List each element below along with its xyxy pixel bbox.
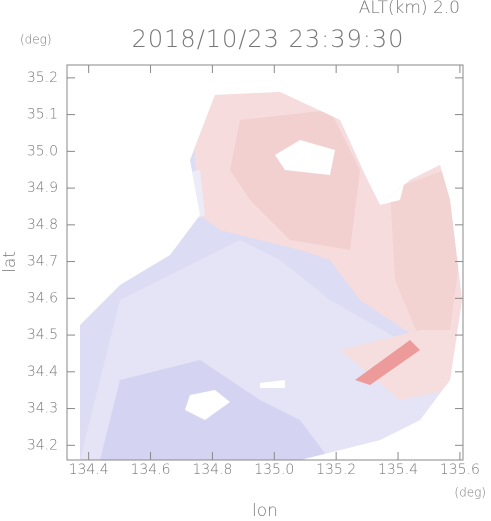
- x-unit: (deg): [454, 486, 486, 500]
- y-tick-label: 34.7: [27, 254, 58, 270]
- x-axis-label: lon: [252, 501, 278, 521]
- radar-field: [80, 92, 462, 460]
- x-tick-label: 135.6: [440, 462, 480, 478]
- y-axis-label: lat: [0, 251, 20, 273]
- y-tick-label: 34.4: [27, 364, 58, 380]
- x-tick-label: 135.4: [378, 462, 418, 478]
- x-tick-label: 135.0: [254, 462, 294, 478]
- x-tick-label: 135.2: [316, 462, 356, 478]
- plot-frame: [66, 64, 464, 461]
- x-tick-label: 134.6: [130, 462, 170, 478]
- y-tick-label: 35.2: [27, 70, 58, 86]
- y-tick-label: 34.5: [27, 327, 58, 343]
- y-tick-label: 34.2: [27, 437, 58, 453]
- y-unit: (deg): [20, 33, 52, 47]
- y-tick-label: 34.9: [27, 180, 58, 196]
- x-tick-label: 134.4: [69, 462, 109, 478]
- y-tick-label: 35.0: [27, 143, 58, 159]
- x-tick-label: 134.8: [192, 462, 232, 478]
- subtitle: ALT(km) 2.0: [359, 0, 460, 18]
- chart-title: 2018/10/23 23:39:30: [132, 25, 405, 53]
- y-tick-label: 34.8: [27, 217, 58, 233]
- y-tick-label: 35.1: [27, 107, 58, 123]
- y-tick-label: 34.3: [27, 401, 58, 417]
- y-tick-label: 34.6: [27, 290, 58, 306]
